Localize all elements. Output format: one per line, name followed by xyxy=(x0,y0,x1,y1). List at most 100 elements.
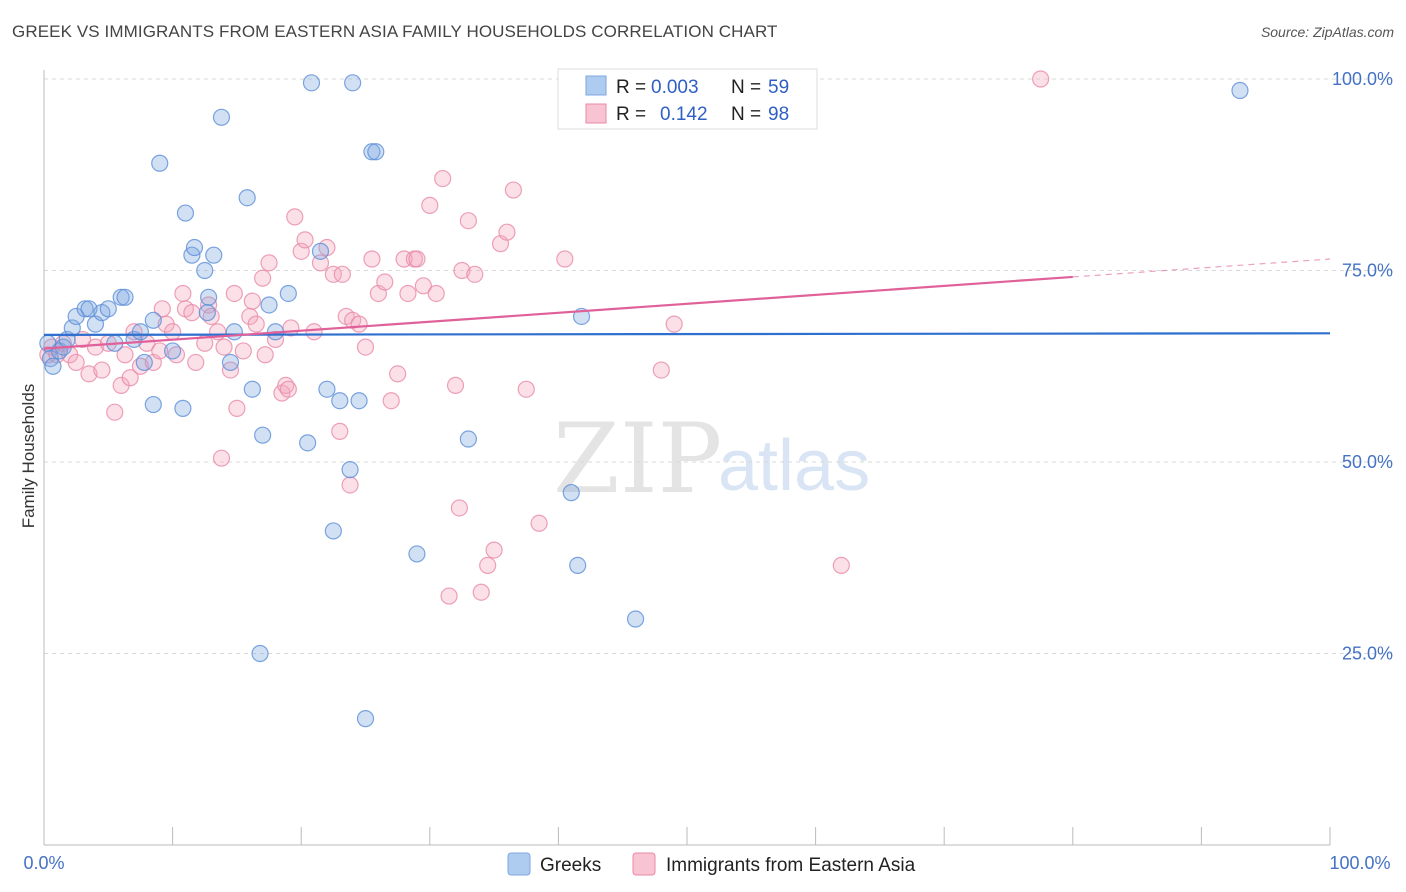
greeks-point-54 xyxy=(459,430,477,448)
immigrants-trend-extension xyxy=(1072,258,1331,278)
immigrants-point-40 xyxy=(247,315,265,333)
immigrants-point-27 xyxy=(187,353,205,372)
greeks-point-43 xyxy=(311,242,330,260)
immigrants-point-52 xyxy=(305,323,323,341)
greeks-point-37 xyxy=(254,426,272,444)
greeks-point-46 xyxy=(331,392,349,410)
immigrants-point-89 xyxy=(530,514,548,532)
legend-r-value-greeks: 0.003 xyxy=(651,77,699,98)
immigrants-point-72 xyxy=(414,277,432,295)
immigrants-point-74 xyxy=(427,284,445,303)
greeks-point-48 xyxy=(344,74,362,92)
immigrants-point-24 xyxy=(174,284,192,303)
immigrants-point-55 xyxy=(324,265,342,283)
y-tick-label-50: 50.0% xyxy=(1342,452,1393,472)
greeks-point-18 xyxy=(135,353,153,372)
gridlines xyxy=(44,78,1392,654)
greeks-point-59 xyxy=(1231,81,1249,100)
greeks-point-40 xyxy=(279,284,297,303)
greeks-point-14 xyxy=(112,288,130,306)
greeks-point-42 xyxy=(302,74,321,92)
legend-swatch-greeks xyxy=(585,75,607,96)
immigrants-point-14 xyxy=(121,369,139,387)
immigrants-point-83 xyxy=(479,556,497,575)
legend-n-label-greeks: N = xyxy=(731,77,761,98)
immigrants-point-78 xyxy=(450,499,468,517)
greeks-point-2 xyxy=(44,357,62,375)
immigrants-point-65 xyxy=(376,273,394,291)
greeks-point-47 xyxy=(341,461,359,479)
greeks-point-53 xyxy=(408,545,426,563)
greeks-point-26 xyxy=(185,238,204,257)
immigrants-point-8 xyxy=(86,338,105,356)
immigrants-point-9 xyxy=(93,361,111,379)
greeks-point-20 xyxy=(144,395,162,414)
greeks-point-9 xyxy=(80,300,98,318)
bottom-legend-label-immigrants: Immigrants from Eastern Asia xyxy=(666,855,916,876)
legend-n-value-greeks: 59 xyxy=(768,77,789,98)
immigrants-point-19 xyxy=(151,342,169,360)
greeks-point-24 xyxy=(176,204,195,222)
greeks-point-44 xyxy=(318,380,336,398)
immigrants-point-69 xyxy=(399,284,417,303)
immigrants-point-93 xyxy=(832,556,850,575)
immigrants-point-32 xyxy=(212,449,231,467)
immigrants-point-87 xyxy=(504,181,522,199)
immigrants-point-76 xyxy=(440,587,458,605)
y-tick-label-75: 75.0% xyxy=(1342,261,1393,281)
greeks-point-21 xyxy=(151,154,169,172)
legend-r-value-immigrants: 0.142 xyxy=(660,104,708,125)
greeks-point-27 xyxy=(196,261,214,280)
legend-r-label-immigrants: R = xyxy=(616,104,646,125)
greeks-point-23 xyxy=(174,399,192,417)
immigrants-point-56 xyxy=(331,422,349,440)
bottom-legend-swatch-greeks xyxy=(507,852,531,876)
immigrants-point-47 xyxy=(279,380,297,398)
immigrants-point-75 xyxy=(434,169,452,188)
immigrants-point-81 xyxy=(466,265,484,283)
greeks-point-15 xyxy=(116,288,134,306)
greeks-point-19 xyxy=(144,311,162,329)
legend-n-label-immigrants: N = xyxy=(731,104,761,125)
y-axis-label: Family Households xyxy=(19,384,38,529)
immigrants-point-79 xyxy=(453,261,471,280)
greeks-point-51 xyxy=(363,143,381,161)
x-tick-label-min: 0.0% xyxy=(23,853,64,873)
immigrants-point-61 xyxy=(350,315,368,333)
greeks-point-34 xyxy=(238,189,256,207)
legend-swatch-immigrants xyxy=(585,103,607,124)
immigrants-point-94 xyxy=(1032,70,1050,88)
immigrants-point-41 xyxy=(254,269,272,287)
greeks-point-32 xyxy=(221,353,240,372)
y-tick-label-100: 100.0% xyxy=(1332,69,1393,89)
chart-title: GREEK VS IMMIGRANTS FROM EASTERN ASIA FA… xyxy=(12,22,778,41)
immigrants-point-7 xyxy=(80,365,98,383)
greeks-point-41 xyxy=(299,434,317,452)
greeks-point-8 xyxy=(76,300,94,318)
immigrants-trend-line xyxy=(43,275,1073,350)
greeks-point-49 xyxy=(350,392,368,410)
immigrants-point-49 xyxy=(286,208,304,226)
immigrants-point-33 xyxy=(215,338,233,356)
immigrants-point-84 xyxy=(485,541,503,559)
immigrants-point-42 xyxy=(256,346,274,364)
immigrants-point-26 xyxy=(183,304,201,322)
greeks-point-55 xyxy=(562,484,580,502)
bottom-legend: Greeks Immigrants from Eastern Asia xyxy=(507,852,916,876)
y-tick-label-25: 25.0% xyxy=(1342,644,1393,664)
immigrants-point-73 xyxy=(421,196,439,214)
x-tick-label-max: 100.0% xyxy=(1329,853,1390,873)
immigrants-point-22 xyxy=(164,323,182,341)
immigrants-point-62 xyxy=(356,338,375,356)
immigrants-point-92 xyxy=(665,315,683,333)
legend-n-value-immigrants: 98 xyxy=(768,104,789,125)
series-greeks-points xyxy=(39,74,1249,728)
x-ticks xyxy=(43,827,1331,845)
trend-lines xyxy=(43,258,1331,350)
immigrants-point-91 xyxy=(652,361,670,379)
source-credit: Source: ZipAtlas.com xyxy=(1260,24,1394,40)
immigrants-point-86 xyxy=(498,223,516,241)
greeks-point-22 xyxy=(164,342,182,360)
watermark-atlas: atlas xyxy=(718,426,870,506)
